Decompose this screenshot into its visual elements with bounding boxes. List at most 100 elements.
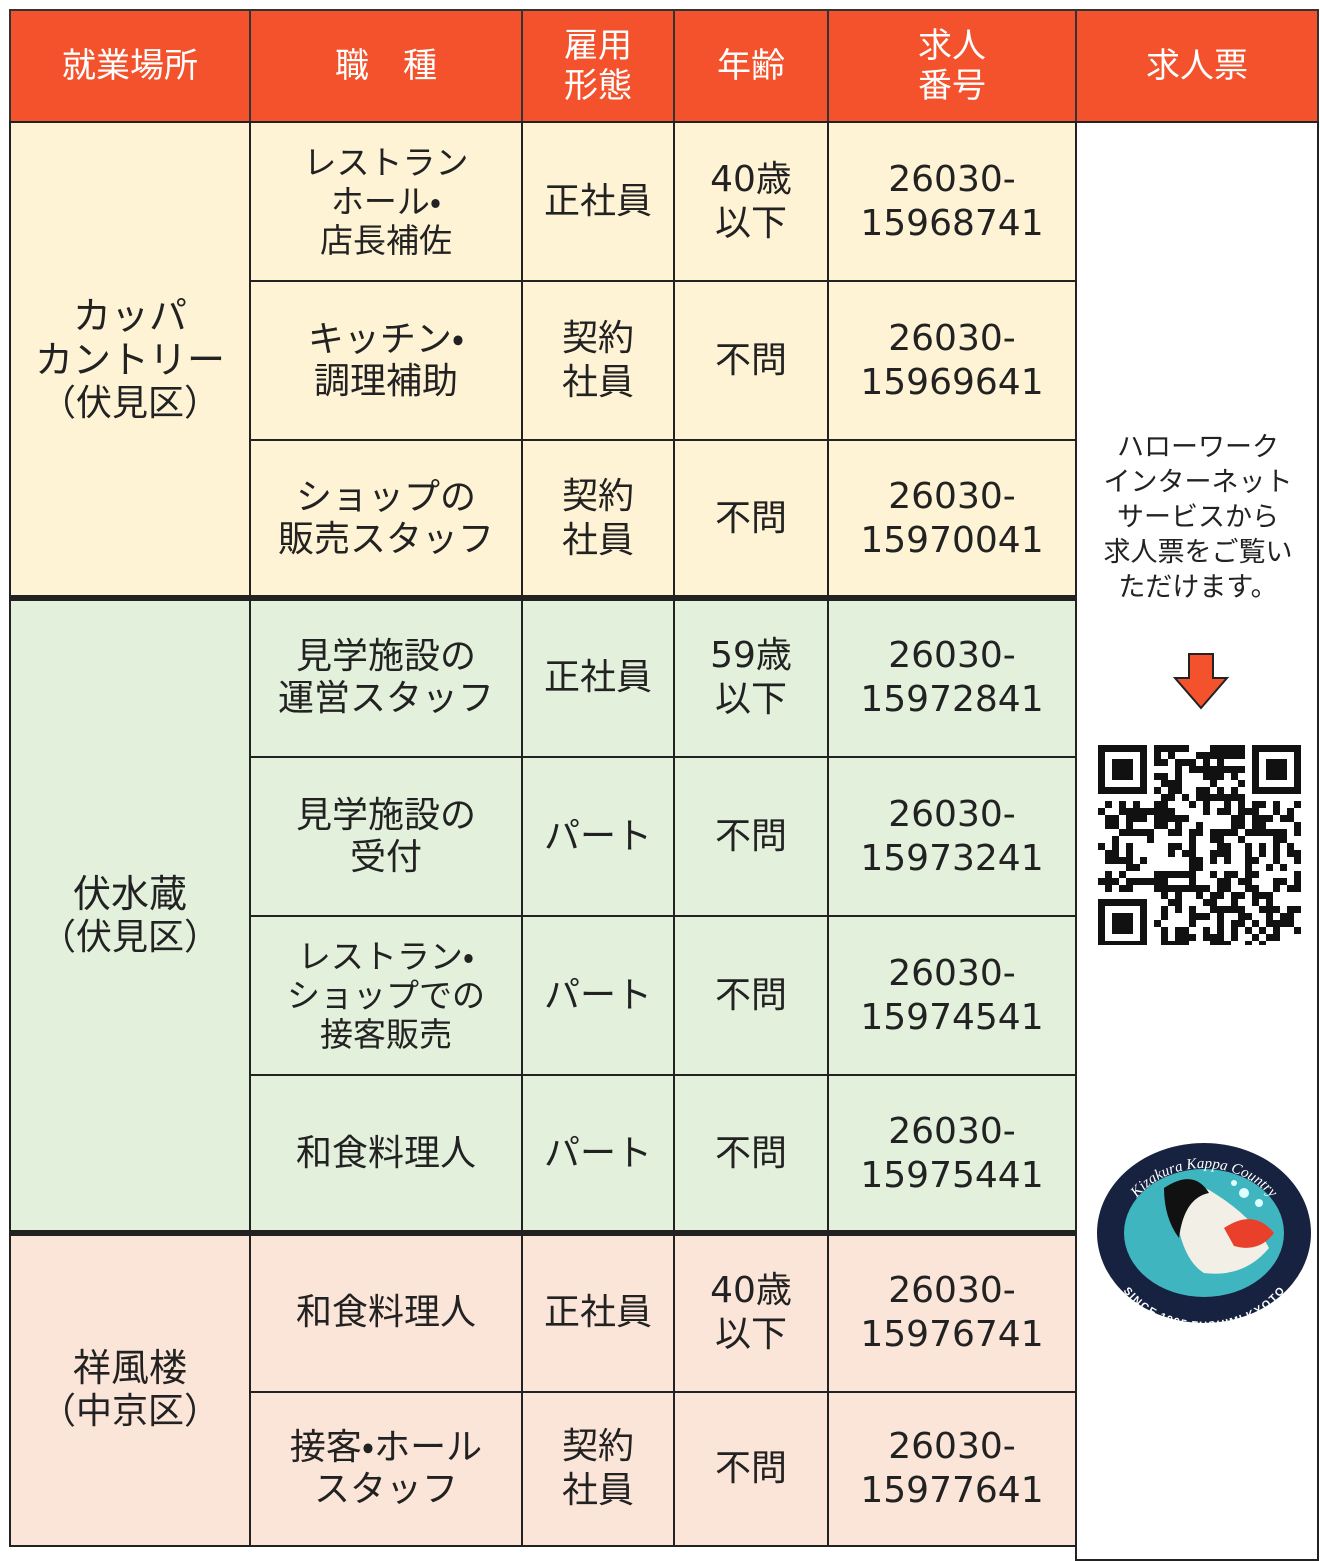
number-text: 15974541 bbox=[860, 996, 1044, 1038]
number-cell: 26030- 15974541 bbox=[827, 915, 1077, 1076]
qr-module bbox=[1273, 836, 1280, 843]
qr-module bbox=[1126, 808, 1133, 815]
qr-module bbox=[1231, 787, 1238, 794]
header-text: 番号 bbox=[918, 66, 986, 106]
number-cell: 26030- 15977641 bbox=[827, 1391, 1077, 1547]
qr-module bbox=[1217, 759, 1224, 766]
logo: Kizakura Kappa Country SINCE 1995 FUSHIM… bbox=[1097, 1143, 1311, 1328]
qr-module bbox=[1266, 906, 1273, 913]
number-text: 15972841 bbox=[860, 678, 1044, 720]
qr-module bbox=[1224, 843, 1231, 850]
qr-module bbox=[1196, 885, 1203, 892]
qr-module bbox=[1119, 871, 1126, 878]
qr-module bbox=[1287, 920, 1294, 927]
qr-module bbox=[1154, 878, 1161, 885]
age-text: 不問 bbox=[714, 1448, 787, 1489]
qr-module bbox=[1252, 822, 1259, 829]
job-text: スタッフ bbox=[313, 1469, 458, 1510]
location-text: 伏水蔵 bbox=[72, 871, 187, 916]
qr-module bbox=[1203, 801, 1210, 808]
qr-module bbox=[1147, 808, 1154, 815]
qr-module bbox=[1217, 808, 1224, 815]
age-cell: 40歳 以下 bbox=[673, 1232, 829, 1393]
qr-module bbox=[1196, 822, 1203, 829]
qr-module bbox=[1126, 885, 1133, 892]
qr-module bbox=[1154, 815, 1161, 822]
qr-module bbox=[1140, 878, 1147, 885]
qr-module bbox=[1259, 829, 1266, 836]
number-cell: 26030- 15968741 bbox=[827, 121, 1077, 282]
qr-module bbox=[1175, 829, 1182, 836]
down-arrow bbox=[1172, 653, 1230, 710]
age-cell: 不問 bbox=[673, 915, 829, 1076]
number-text: 26030- bbox=[888, 634, 1016, 676]
qr-module bbox=[1161, 927, 1168, 934]
qr-module bbox=[1133, 878, 1140, 885]
qr-module bbox=[1126, 822, 1133, 829]
qr-module bbox=[1161, 885, 1168, 892]
qr-module bbox=[1154, 773, 1161, 780]
qr-module bbox=[1217, 913, 1224, 920]
qr-module bbox=[1189, 857, 1196, 864]
qr-module bbox=[1266, 815, 1273, 822]
qr-module bbox=[1266, 759, 1287, 780]
qr-module bbox=[1210, 752, 1217, 759]
qr-module bbox=[1273, 850, 1280, 857]
qr-module bbox=[1238, 794, 1245, 801]
qr-module bbox=[1231, 927, 1238, 934]
header-text: 職 種 bbox=[335, 46, 437, 86]
qr-module bbox=[1203, 913, 1210, 920]
group-separator bbox=[10, 1230, 1076, 1236]
qr-module bbox=[1224, 794, 1231, 801]
qr-module bbox=[1203, 752, 1210, 759]
qr-module bbox=[1280, 829, 1287, 836]
qr-module bbox=[1168, 885, 1175, 892]
qr-module bbox=[1189, 920, 1196, 927]
number-text: 15975441 bbox=[860, 1155, 1044, 1196]
qr-module bbox=[1203, 766, 1210, 773]
qr-module bbox=[1217, 941, 1224, 945]
qr-module bbox=[1252, 808, 1259, 815]
age-cell: 不問 bbox=[673, 439, 829, 599]
job-text: 見学施設の bbox=[295, 794, 476, 836]
qr-module bbox=[1238, 920, 1245, 927]
job-text: 接客・ホール bbox=[289, 1427, 483, 1468]
qr-module bbox=[1217, 906, 1224, 913]
qr-module bbox=[1182, 815, 1189, 822]
employment-cell: パート bbox=[521, 1074, 675, 1234]
number-text: 15973241 bbox=[860, 837, 1044, 879]
employment-cell: 正社員 bbox=[521, 121, 675, 282]
employment-text: 正社員 bbox=[543, 1291, 652, 1333]
qr-module bbox=[1217, 920, 1224, 927]
note-line: ハローワーク bbox=[1117, 432, 1279, 463]
qr-module bbox=[1259, 927, 1266, 934]
qr-module bbox=[1245, 850, 1252, 857]
qr-module bbox=[1238, 780, 1245, 787]
number-text: 26030- bbox=[888, 952, 1016, 994]
qr-module bbox=[1182, 745, 1189, 752]
qr-module bbox=[1161, 871, 1168, 878]
qr-module bbox=[1231, 752, 1238, 759]
age-text: 不問 bbox=[714, 1133, 787, 1174]
qr-module bbox=[1112, 857, 1119, 864]
qr-module bbox=[1231, 906, 1238, 913]
qr-module bbox=[1154, 787, 1161, 794]
qr-module bbox=[1140, 857, 1147, 864]
qr-module bbox=[1252, 934, 1259, 941]
qr-module bbox=[1217, 836, 1224, 843]
note-line: サービスから bbox=[1117, 502, 1279, 533]
qr-module bbox=[1273, 885, 1280, 892]
qr-module bbox=[1273, 920, 1280, 927]
note-line: 求人票をご覧い bbox=[1103, 537, 1293, 568]
qr-module bbox=[1210, 794, 1217, 801]
age-text: 以下 bbox=[714, 1313, 787, 1355]
qr-module bbox=[1133, 808, 1140, 815]
qr-module bbox=[1133, 801, 1140, 808]
qr-module bbox=[1224, 857, 1231, 864]
qr-module bbox=[1217, 927, 1224, 934]
qr-module bbox=[1259, 843, 1266, 850]
qr-module bbox=[1168, 780, 1175, 787]
qr-module bbox=[1259, 822, 1266, 829]
qr-module bbox=[1294, 906, 1301, 913]
